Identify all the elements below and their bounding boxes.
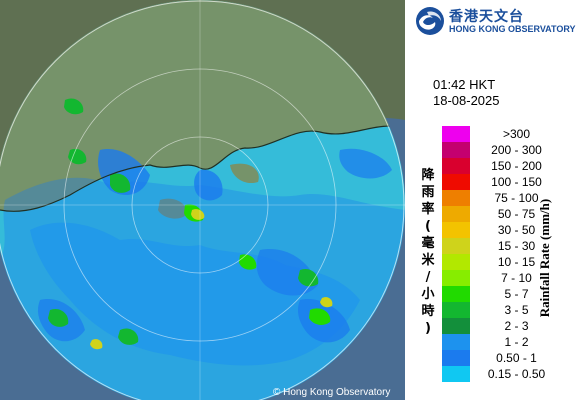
legend-label: 7 - 10 [501,271,532,285]
coastline [0,125,405,212]
legend-label: 5 - 7 [504,287,529,301]
legend-item: 100 - 150 [442,174,563,190]
radial-grid [0,0,405,400]
legend-swatch [442,366,470,382]
legend-item: 1 - 2 [442,334,563,350]
legend-swatch [442,142,470,158]
legend-item: 7 - 10 [442,270,563,286]
timestamp-time: 01:42 HKT [433,77,496,92]
legend-item: 2 - 3 [442,318,563,334]
rain-echoes [0,98,405,400]
hko-logo-icon [416,7,444,35]
legend-swatch [442,350,470,366]
legend-label: 2 - 3 [504,319,529,333]
side-panel: 香港天文台 HONG KONG OBSERVATORY 01:42 HKT 18… [405,0,577,400]
legend-label: 30 - 50 [497,223,536,237]
legend-item: 10 - 15 [442,254,563,270]
legend-item: 15 - 30 [442,238,563,254]
legend-item: >300 [442,126,563,142]
legend-label: 0.50 - 1 [496,351,537,365]
legend-swatch [442,206,470,222]
legend-label: 0.15 - 0.50 [487,367,546,381]
legend-swatch [442,174,470,190]
legend-item: 200 - 300 [442,142,563,158]
copyright-text: © Hong Kong Observatory [273,387,390,398]
legend-item: 30 - 50 [442,222,563,238]
range-ring-1 [131,136,269,274]
org-name-en: HONG KONG OBSERVATORY [449,24,576,34]
legend-label: 1 - 2 [504,335,529,349]
legend-item: 75 - 100 [442,190,563,206]
legend-item: 3 - 5 [442,302,563,318]
legend-label: 10 - 15 [497,255,536,269]
unit-label-cn: 降雨率(毫米 / 小時) [421,168,435,336]
org-name-cn: 香港天文台 [449,9,524,25]
rainfall-rate-legend: >300 200 - 300 150 - 200 100 - 150 75 - … [442,126,563,382]
legend-item: 0.15 - 0.50 [442,366,563,382]
range-ring-2 [63,68,337,342]
legend-swatch [442,318,470,334]
legend-swatch [442,126,470,142]
range-ring-3 [0,0,405,400]
legend-label: 50 - 75 [497,207,536,221]
legend-label: 150 - 200 [491,159,542,173]
legend-swatch [442,334,470,350]
legend-swatch [442,222,470,238]
legend-item: 150 - 200 [442,158,563,174]
legend-item: 0.50 - 1 [442,350,563,366]
legend-swatch [442,158,470,174]
radar-island-lantau [158,198,187,219]
legend-label: 75 - 100 [494,191,539,205]
legend-item: 50 - 75 [442,206,563,222]
legend-swatch [442,190,470,206]
legend-swatch [442,270,470,286]
legend-label: 15 - 30 [497,239,536,253]
legend-swatch [442,254,470,270]
timestamp-date: 18-08-2025 [433,93,500,108]
legend-item: 5 - 7 [442,286,563,302]
legend-label: >300 [502,127,531,141]
legend-swatch [442,238,470,254]
legend-swatch [442,286,470,302]
radar-island-coast [230,163,259,184]
legend-label: 100 - 150 [491,175,542,189]
legend-label: 200 - 300 [491,143,542,157]
legend-swatch [442,302,470,318]
radar-map: © Hong Kong Observatory [0,0,405,400]
legend-label: 3 - 5 [504,303,529,317]
